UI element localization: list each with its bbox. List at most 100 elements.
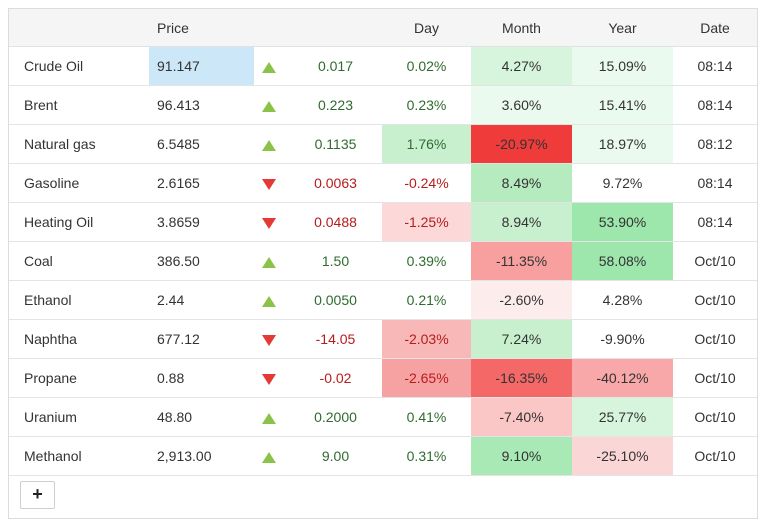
table-row[interactable]: Gasoline 2.6165 0.0063 -0.24% 8.49% 9.72% 08:1…	[9, 163, 757, 203]
cell-month-pct: 8.94%	[471, 202, 572, 242]
cell-year-pct: 15.09%	[572, 46, 673, 86]
cell-change: 1.50	[289, 241, 382, 281]
table-row[interactable]: Naphtha 677.12 -14.05 -2.03% 7.24% -9.90% Oct/…	[9, 319, 757, 359]
arrow-up-icon	[262, 61, 276, 73]
cell-month-pct: -7.40%	[471, 397, 572, 437]
cell-date: 08:12	[673, 124, 757, 164]
cell-name: Heating Oil	[9, 202, 149, 242]
cell-price: 386.50	[149, 241, 254, 281]
cell-year-pct: 9.72%	[572, 163, 673, 203]
commodity-table-widget: Price Day Month Year Date Crude Oil 91.14…	[8, 8, 758, 519]
cell-direction	[254, 163, 289, 203]
table-row[interactable]: Heating Oil 3.8659 0.0488 -1.25% 8.94% 53.90%…	[9, 202, 757, 242]
cell-day-pct: 0.31%	[382, 436, 471, 476]
header-day[interactable]: Day	[382, 9, 471, 47]
cell-date: Oct/10	[673, 280, 757, 320]
cell-year-pct: 15.41%	[572, 85, 673, 125]
cell-price: 0.88	[149, 358, 254, 398]
header-month[interactable]: Month	[471, 9, 572, 47]
table-row[interactable]: Propane 0.88 -0.02 -2.65% -16.35% -40.12% Oct/…	[9, 358, 757, 398]
cell-change: -14.05	[289, 319, 382, 359]
table-header-row: Price Day Month Year Date	[9, 9, 757, 47]
cell-price: 677.12	[149, 319, 254, 359]
cell-year-pct: 18.97%	[572, 124, 673, 164]
cell-change: -0.02	[289, 358, 382, 398]
cell-change: 0.1135	[289, 124, 382, 164]
arrow-up-icon	[262, 412, 276, 424]
header-year[interactable]: Year	[572, 9, 673, 47]
cell-year-pct: 4.28%	[572, 280, 673, 320]
table-footer: +	[9, 474, 757, 518]
arrow-up-icon	[262, 451, 276, 463]
cell-day-pct: 1.76%	[382, 124, 471, 164]
cell-direction	[254, 85, 289, 125]
cell-price: 6.5485	[149, 124, 254, 164]
cell-name: Natural gas	[9, 124, 149, 164]
cell-name: Crude Oil	[9, 46, 149, 86]
cell-month-pct: 8.49%	[471, 163, 572, 203]
table-row[interactable]: Crude Oil 91.147 0.017 0.02% 4.27% 15.09% 08:1…	[9, 46, 757, 86]
cell-date: 08:14	[673, 163, 757, 203]
cell-day-pct: 0.41%	[382, 397, 471, 437]
arrow-up-icon	[262, 139, 276, 151]
commodity-table: Price Day Month Year Date Crude Oil 91.14…	[9, 9, 757, 476]
cell-day-pct: -1.25%	[382, 202, 471, 242]
cell-direction	[254, 397, 289, 437]
cell-change: 0.0488	[289, 202, 382, 242]
cell-date: 08:14	[673, 85, 757, 125]
cell-change: 0.0063	[289, 163, 382, 203]
header-name[interactable]	[9, 9, 149, 47]
cell-day-pct: -2.03%	[382, 319, 471, 359]
arrow-down-icon	[262, 178, 276, 190]
cell-day-pct: -2.65%	[382, 358, 471, 398]
table-row[interactable]: Ethanol 2.44 0.0050 0.21% -2.60% 4.28% Oct/10	[9, 280, 757, 320]
table-row[interactable]: Uranium 48.80 0.2000 0.41% -7.40% 25.77% Oct/1…	[9, 397, 757, 437]
cell-direction	[254, 436, 289, 476]
table-row[interactable]: Brent 96.413 0.223 0.23% 3.60% 15.41% 08:14	[9, 85, 757, 125]
cell-year-pct: -25.10%	[572, 436, 673, 476]
cell-year-pct: -9.90%	[572, 319, 673, 359]
cell-direction	[254, 358, 289, 398]
cell-day-pct: -0.24%	[382, 163, 471, 203]
cell-date: Oct/10	[673, 397, 757, 437]
cell-change: 9.00	[289, 436, 382, 476]
cell-direction	[254, 124, 289, 164]
cell-month-pct: 4.27%	[471, 46, 572, 86]
cell-date: Oct/10	[673, 319, 757, 359]
cell-change: 0.2000	[289, 397, 382, 437]
cell-price: 2.6165	[149, 163, 254, 203]
cell-day-pct: 0.02%	[382, 46, 471, 86]
cell-day-pct: 0.39%	[382, 241, 471, 281]
table-row[interactable]: Natural gas 6.5485 0.1135 1.76% -20.97% 18.97…	[9, 124, 757, 164]
cell-month-pct: -16.35%	[471, 358, 572, 398]
table-row[interactable]: Methanol 2,913.00 9.00 0.31% 9.10% -25.10% Oct…	[9, 436, 757, 476]
cell-name: Methanol	[9, 436, 149, 476]
cell-date: 08:14	[673, 46, 757, 86]
cell-day-pct: 0.21%	[382, 280, 471, 320]
cell-month-pct: -11.35%	[471, 241, 572, 281]
cell-price: 3.8659	[149, 202, 254, 242]
arrow-up-icon	[262, 256, 276, 268]
header-price[interactable]: Price	[149, 9, 254, 47]
cell-year-pct: -40.12%	[572, 358, 673, 398]
header-arrow	[254, 9, 289, 47]
cell-date: Oct/10	[673, 436, 757, 476]
cell-direction	[254, 241, 289, 281]
cell-direction	[254, 46, 289, 86]
cell-name: Uranium	[9, 397, 149, 437]
cell-name: Ethanol	[9, 280, 149, 320]
cell-month-pct: -20.97%	[471, 124, 572, 164]
arrow-up-icon	[262, 100, 276, 112]
add-row-button[interactable]: +	[20, 481, 55, 509]
cell-direction	[254, 280, 289, 320]
header-change[interactable]	[289, 9, 382, 47]
header-date[interactable]: Date	[673, 9, 757, 47]
table-row[interactable]: Coal 386.50 1.50 0.39% -11.35% 58.08% Oct/10	[9, 241, 757, 281]
cell-price: 96.413	[149, 85, 254, 125]
cell-direction	[254, 319, 289, 359]
cell-month-pct: 7.24%	[471, 319, 572, 359]
cell-change: 0.0050	[289, 280, 382, 320]
cell-month-pct: 9.10%	[471, 436, 572, 476]
cell-price: 2.44	[149, 280, 254, 320]
cell-name: Gasoline	[9, 163, 149, 203]
